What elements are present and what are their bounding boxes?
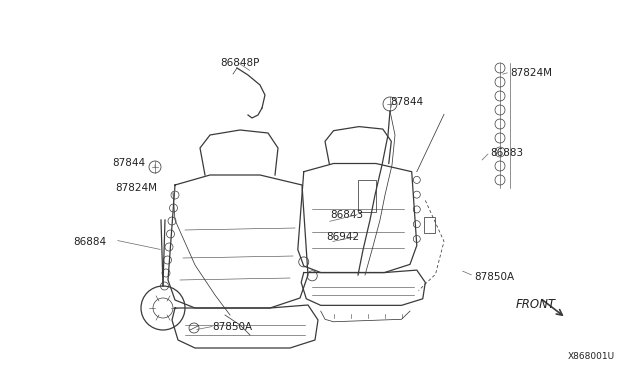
Text: 86883: 86883 bbox=[490, 148, 523, 158]
Text: 87850A: 87850A bbox=[474, 272, 514, 282]
Text: X868001U: X868001U bbox=[568, 352, 615, 361]
Text: FRONT: FRONT bbox=[516, 298, 556, 311]
Text: 86942: 86942 bbox=[326, 232, 359, 242]
Bar bbox=[424, 217, 435, 233]
Text: 87850A: 87850A bbox=[212, 322, 252, 332]
Text: 86843: 86843 bbox=[330, 210, 363, 220]
Text: 87844: 87844 bbox=[390, 97, 423, 107]
Text: 87844: 87844 bbox=[112, 158, 145, 168]
Text: 86884: 86884 bbox=[73, 237, 106, 247]
Bar bbox=[358, 180, 376, 212]
Text: 87824M: 87824M bbox=[510, 68, 552, 78]
Text: 87824M: 87824M bbox=[115, 183, 157, 193]
Text: 86848P: 86848P bbox=[220, 58, 259, 68]
